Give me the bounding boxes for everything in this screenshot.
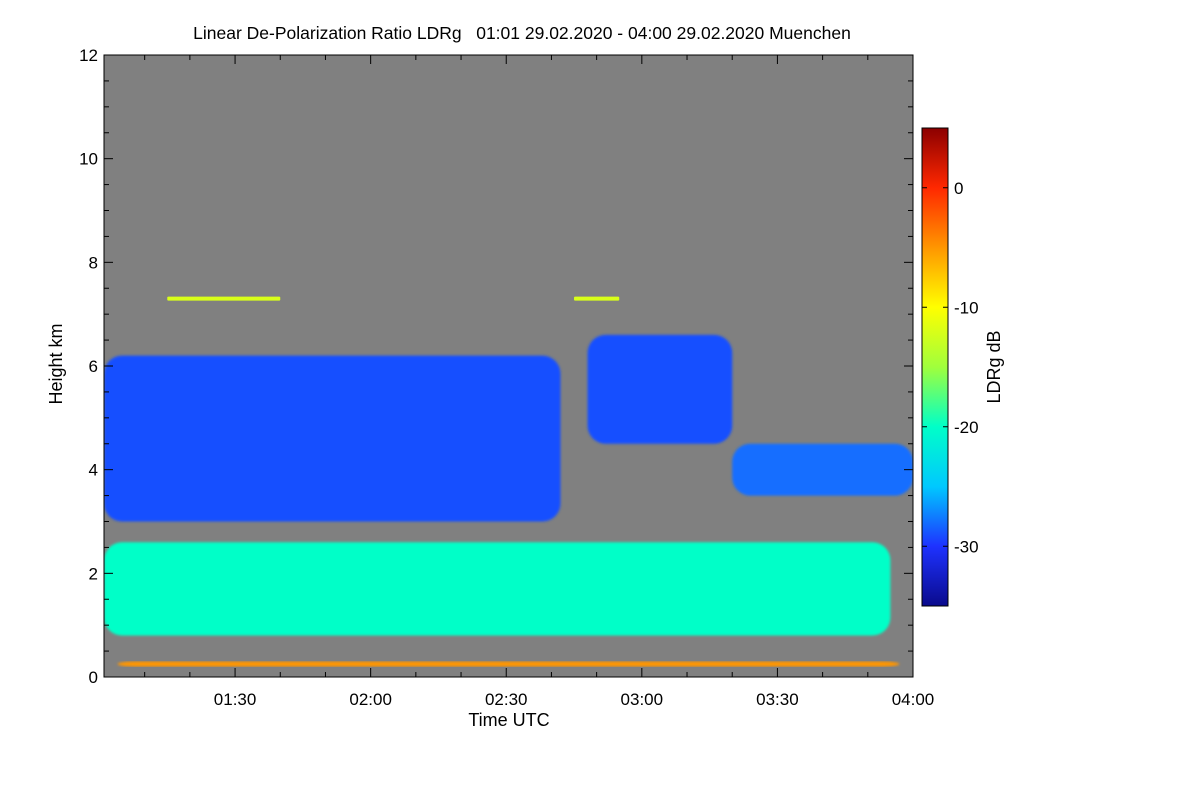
y-tick-label: 0: [89, 668, 98, 687]
y-tick-label: 8: [89, 253, 98, 272]
y-tick-label: 4: [89, 461, 98, 480]
x-axis: 01:30 02:00 02:30 03:00 03:30 04:00: [144, 55, 935, 709]
x-tick-label: 02:00: [349, 690, 392, 709]
x-tick-label: 03:00: [621, 690, 664, 709]
colorbar-tick-label: 0: [954, 179, 963, 198]
colorbar-label: LDRg dB: [984, 330, 1004, 403]
y-axis-label: Height km: [46, 323, 66, 404]
feature-5: [574, 296, 620, 301]
colorbar-tick-label: -30: [954, 537, 979, 556]
y-axis: 0 2 4 6 8 10 12: [79, 46, 913, 687]
x-tick-label: 01:30: [214, 690, 257, 709]
colorbar-tick-label: -10: [954, 298, 979, 317]
feature-0: [104, 355, 561, 522]
x-tick-label: 03:30: [756, 690, 799, 709]
data-field: [104, 296, 913, 667]
y-tick-label: 12: [79, 46, 98, 65]
x-tick-label: 02:30: [485, 690, 528, 709]
feature-1: [587, 334, 733, 444]
chart-title: Linear De-Polarization Ratio LDRg 01:01 …: [193, 23, 851, 43]
x-tick-label: 04:00: [892, 690, 935, 709]
colorbar: [921, 127, 949, 607]
feature-3: [104, 542, 891, 636]
colorbar-tick-label: -20: [954, 418, 979, 437]
y-tick-label: 2: [89, 564, 98, 583]
y-tick-label: 6: [89, 357, 98, 376]
colorbar-ticks: -30 -20 -10 0: [922, 179, 979, 556]
x-axis-label: Time UTC: [468, 710, 549, 730]
feature-2: [732, 443, 913, 496]
feature-6: [117, 661, 900, 667]
y-tick-label: 10: [79, 150, 98, 169]
feature-4: [167, 296, 281, 301]
